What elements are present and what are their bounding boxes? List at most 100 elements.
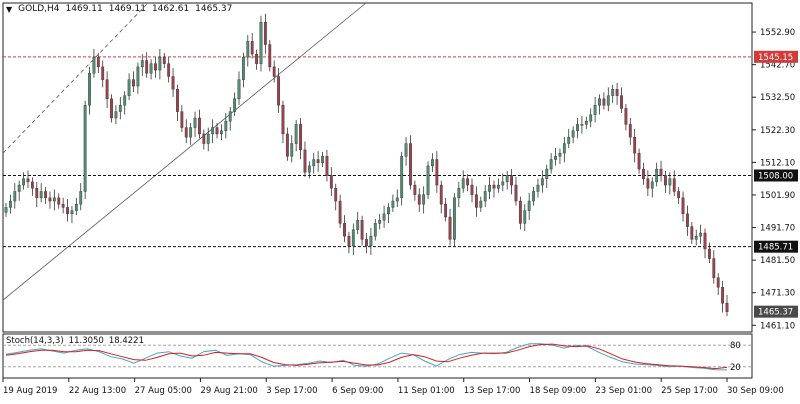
price-axis-label: 1491.70 [760, 224, 795, 234]
candle-body [400, 156, 404, 199]
candle-body [44, 191, 47, 199]
candle-body [527, 200, 531, 211]
candle-body [488, 184, 492, 192]
candle-body [387, 207, 390, 215]
candle-body [686, 213, 689, 227]
price-axis-label: 1542.70 [760, 61, 795, 71]
candle-body [681, 197, 685, 215]
candle-body [26, 178, 30, 183]
candle-body [404, 143, 408, 157]
candle-body [510, 175, 513, 186]
candle-body [329, 175, 333, 189]
candle-body [672, 178, 676, 192]
candle-body [699, 232, 703, 237]
candle-body [171, 76, 175, 90]
price-axis-label: 1481.50 [760, 256, 795, 266]
price-axis-label: 1522.30 [760, 126, 795, 136]
candle-body [272, 66, 276, 77]
candle-body [149, 63, 153, 74]
candle-body [593, 105, 597, 115]
candle-body [620, 95, 623, 109]
candle-body [576, 124, 579, 131]
candle-body [584, 120, 588, 125]
oscillator-label: Stoch(14,3,3) [6, 336, 64, 346]
candle-body [180, 111, 184, 128]
candle-body [694, 235, 698, 240]
candle-body [167, 63, 171, 77]
price-axis-label: 1471.30 [760, 289, 795, 299]
oscillator-level-label: 80 [730, 341, 741, 351]
candle-body [290, 143, 294, 157]
oscillator-pane-frame [2, 333, 753, 379]
candle-body [571, 130, 575, 138]
candle-body [268, 44, 272, 68]
time-axis-label: 18 Sep 09:00 [530, 386, 587, 396]
candle-body [598, 98, 601, 106]
level-tag-text-1485.71: 1485.71 [758, 243, 793, 253]
price-axis-label: 1501.90 [760, 191, 795, 201]
candle-body [132, 79, 135, 87]
candle-body [83, 105, 87, 192]
candle-body [57, 197, 61, 205]
candle-body [193, 117, 197, 128]
candle-body [61, 204, 65, 208]
oscillator-level-label: 20 [730, 363, 741, 373]
high-value: 1469.11 [108, 4, 146, 14]
candle-body [431, 159, 434, 167]
candle-body [479, 200, 483, 208]
level-tag-text-1508.00: 1508.00 [758, 171, 793, 181]
candle-body [233, 98, 237, 112]
candle-body [79, 191, 83, 205]
candle-body [417, 194, 421, 205]
candle-body [523, 210, 527, 224]
level-tag-1485.71 [754, 240, 798, 253]
candle-body [74, 204, 78, 211]
candle-body [461, 178, 465, 189]
oscillator-header: Stoch(14,3,3) 11.3050 18.4221 [6, 336, 144, 346]
candle-body [338, 200, 342, 224]
candle-body [17, 184, 21, 192]
trend-channel-lower-line [2, 2, 367, 301]
candle-body [365, 239, 368, 246]
candle-body [413, 184, 417, 195]
candle-body [66, 207, 69, 215]
candle-body [611, 89, 615, 96]
candle-body [237, 79, 241, 100]
time-axis-label: 30 Sep 09:00 [727, 386, 784, 396]
candle-body [470, 184, 474, 195]
level-tag-1545.15 [754, 50, 798, 63]
candle-body [312, 159, 316, 167]
candle-body [554, 156, 557, 160]
candle-body [435, 159, 439, 186]
time-axis-label: 29 Aug 21:00 [200, 386, 257, 396]
candle-body [92, 57, 96, 74]
candle-body [8, 200, 12, 208]
candle-body [211, 127, 215, 135]
price-axis-label: 1532.50 [760, 93, 795, 103]
time-axis-label: 25 Sep 17:00 [661, 386, 718, 396]
open-value: 1469.11 [65, 4, 103, 14]
candle-body [409, 143, 412, 186]
dropdown-triangle-icon[interactable]: ▼ [6, 4, 13, 14]
candle-body [615, 89, 619, 96]
candle-body [127, 79, 131, 96]
close-value: 1465.37 [195, 4, 233, 14]
candle-body [422, 194, 426, 205]
candle-body [589, 114, 593, 122]
candle-body [263, 21, 267, 45]
candle-body [241, 57, 245, 80]
candle-body [628, 124, 632, 138]
candle-body [118, 105, 122, 112]
candle-body [716, 277, 720, 288]
candle-body [633, 136, 637, 154]
candle-body [105, 79, 109, 100]
candle-body [198, 117, 201, 135]
candle-body [285, 133, 289, 157]
candle-body [277, 76, 280, 106]
candle-body [703, 232, 707, 250]
oscillator-main-value: 11.3050 [68, 336, 104, 346]
candle-body [391, 200, 395, 208]
candle-body [123, 95, 127, 106]
